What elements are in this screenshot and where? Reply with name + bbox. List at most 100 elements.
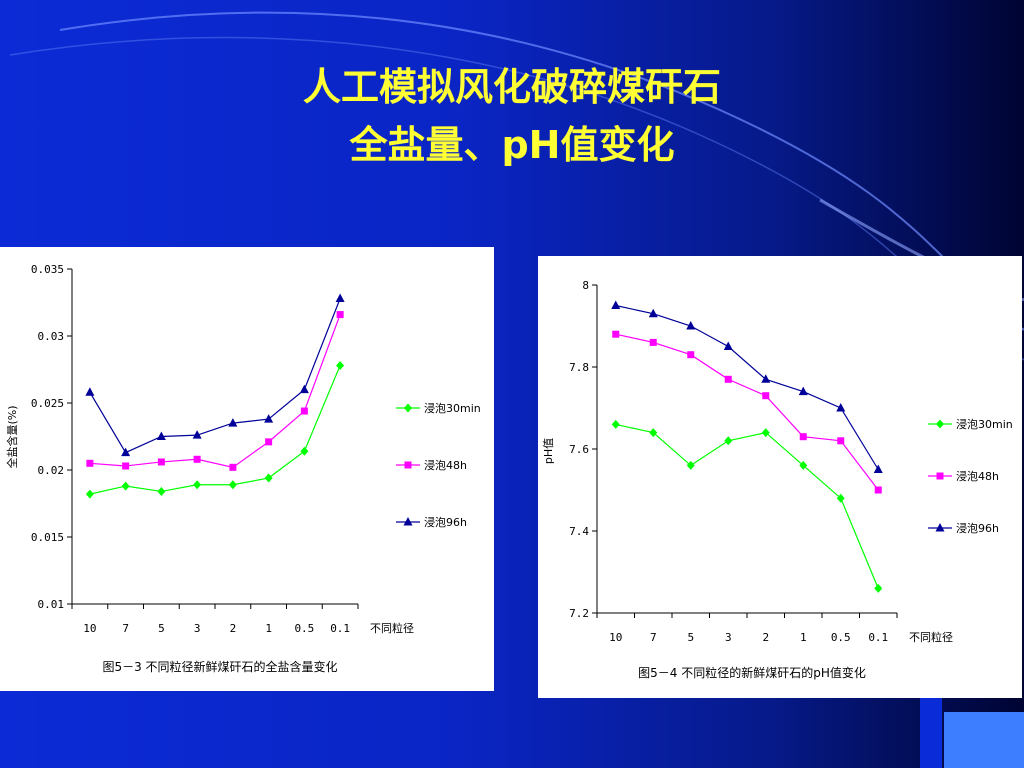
y-tick-label: 8 [582,279,589,292]
data-point [649,428,658,438]
x-tick-label: 2 [762,631,769,644]
data-point [300,446,309,456]
series-line [89,365,341,495]
data-point [874,486,882,494]
data-point [837,437,845,445]
legend-marker [404,461,412,469]
data-point [761,428,770,438]
x-tick-label: 7 [122,622,129,635]
legend-marker [403,517,413,526]
data-point [86,459,94,467]
series-line [615,304,879,470]
slide-title: 人工模拟风化破碎煤矸石 全盐量、pH值变化 [0,58,1024,174]
data-point [299,384,309,394]
y-tick-label: 0.025 [31,397,64,410]
data-point [336,360,345,370]
data-point [836,403,846,412]
y-tick-label: 0.035 [31,263,64,276]
data-point [762,392,770,400]
data-point [228,418,238,427]
data-point [229,463,237,471]
data-point [686,321,696,330]
legend-label: 浸泡30min [956,417,1013,431]
salt-content-chart: 0.01 0.015 0.02 0.025 0.03 0.035 10 7 5 3 2 1 0.5 0.1… [5,263,481,674]
data-point [85,489,94,499]
slide-title-line1: 人工模拟风化破碎煤矸石 [302,65,721,109]
y-tick-label: 0.02 [38,464,65,477]
data-point [686,460,695,470]
data-point [874,583,883,593]
data-point [649,338,657,346]
data-point [85,387,95,396]
x-tick-label: 10 [83,622,96,635]
data-point [723,341,733,350]
data-point [121,481,130,491]
y-tick-label: 7.4 [569,525,589,538]
x-tick-label: 1 [265,622,272,635]
x-tick-label: 3 [194,622,201,635]
series-line [89,314,341,468]
y-tick-label: 0.015 [31,531,64,544]
y-axis-label: pH值 [542,438,555,464]
data-point [156,431,166,440]
legend-label: 浸泡48h [424,458,467,472]
ph-chart-panel: 7.2 7.4 7.6 7.8 8 10 7 5 3 2 1 0.5 0.1 不同粒径 pH值 浸泡30min… [538,256,1022,698]
data-point [761,374,771,383]
data-point [335,293,345,302]
y-tick-label: 0.01 [38,598,65,611]
legend-marker [935,523,945,532]
data-point [193,455,201,463]
x-tick-label: 0.5 [831,631,851,644]
x-tick-label: 10 [609,631,622,644]
legend-label: 浸泡30min [424,401,481,415]
data-point [336,311,344,319]
x-tick-label: 3 [725,631,732,644]
legend-marker [404,403,412,413]
data-point [157,458,165,466]
data-point [300,407,308,415]
y-tick-label: 0.03 [38,330,65,343]
data-point [724,375,732,383]
x-tick-label: 0.1 [330,622,350,635]
y-tick-label: 7.6 [569,443,589,456]
data-point [724,436,733,446]
y-tick-label: 7.8 [569,361,589,374]
data-point [799,460,808,470]
x-tick-label: 0.5 [294,622,314,635]
data-point [122,462,130,470]
chart-caption: 图5－3 不同粒径新鲜煤矸石的全盐含量变化 [102,659,337,674]
data-point [611,300,621,309]
x-tick-label: 7 [650,631,657,644]
x-tick-label: 5 [158,622,165,635]
data-point [157,486,166,496]
data-point [836,493,845,503]
series-line [615,423,879,589]
data-point [264,414,274,423]
ph-value-chart: 7.2 7.4 7.6 7.8 8 10 7 5 3 2 1 0.5 0.1 不同粒径 pH值 浸泡30min… [542,279,1013,680]
y-tick-label: 7.2 [569,607,589,620]
legend-label: 浸泡48h [956,469,999,483]
x-axis-label: 不同粒径 [909,630,953,644]
y-axis-label: 全盐含量(%) [5,405,19,468]
legend-marker [936,472,944,480]
data-point [611,419,620,429]
x-tick-label: 2 [230,622,237,635]
data-point [265,438,273,446]
corner-decoration [920,698,1024,768]
legend-marker [936,419,944,429]
data-point [687,351,695,359]
salt-chart-panel: 0.01 0.015 0.02 0.025 0.03 0.035 10 7 5 3 2 1 0.5 0.1… [0,247,494,691]
data-point [121,447,131,457]
data-point [612,330,620,338]
series-line [89,298,341,454]
x-axis-label: 不同粒径 [370,621,414,635]
series-line [615,333,879,491]
data-point [228,480,237,490]
data-point [873,464,883,473]
x-tick-label: 1 [800,631,807,644]
data-point [193,480,202,490]
data-point [648,308,658,318]
slide-title-line2: 全盐量、pH值变化 [349,123,675,167]
legend-label: 浸泡96h [424,515,467,529]
legend-label: 浸泡96h [956,521,999,535]
